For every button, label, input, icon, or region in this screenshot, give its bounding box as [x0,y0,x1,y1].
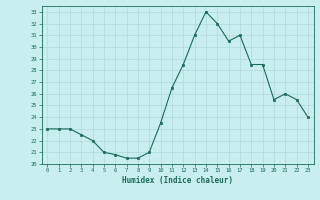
X-axis label: Humidex (Indice chaleur): Humidex (Indice chaleur) [122,176,233,185]
